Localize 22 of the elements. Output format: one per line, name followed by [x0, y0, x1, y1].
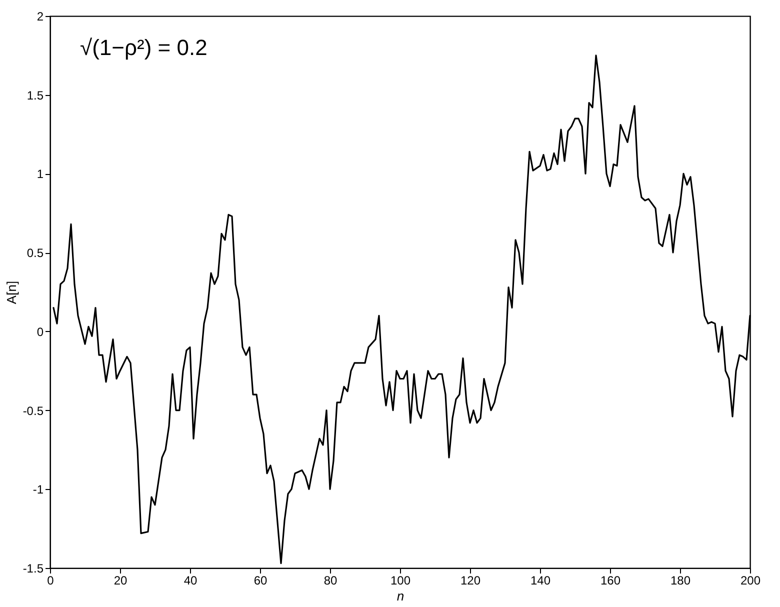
x-tick-label: 200	[740, 574, 761, 588]
y-tick-label: -1.5	[22, 562, 44, 576]
y-tick-label: 0.5	[26, 246, 44, 260]
y-tick-label: 1.5	[26, 88, 44, 102]
x-tick-label: 80	[324, 574, 338, 588]
x-tick-label: 100	[390, 574, 411, 588]
y-tick-label: 0	[36, 324, 44, 339]
x-tick-label: 40	[184, 574, 198, 588]
x-tick-label: 140	[530, 574, 551, 588]
x-tick-label: 180	[670, 574, 691, 588]
y-tick-label: 2	[36, 10, 44, 24]
y-axis-title: A[n]	[4, 280, 19, 304]
x-tick-label: 20	[114, 574, 128, 588]
x-tick-label: 160	[600, 574, 621, 588]
y-tick-label: 1	[36, 167, 44, 182]
annotation: √(1−ρ²) = 0.2	[80, 35, 208, 60]
x-tick-label: 120	[460, 574, 481, 588]
y-tick-label: -1	[32, 482, 44, 497]
y-tick-label: -0.5	[22, 404, 44, 418]
x-tick-label: 60	[254, 574, 268, 588]
x-axis-title: n	[396, 588, 404, 604]
x-tick-label: 0	[47, 574, 54, 588]
